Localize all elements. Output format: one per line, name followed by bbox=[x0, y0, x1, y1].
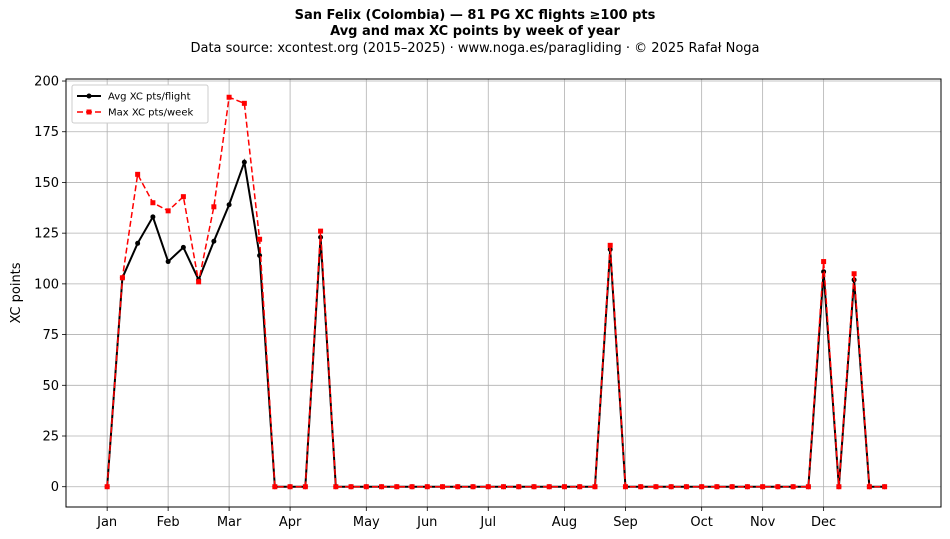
max-data-point bbox=[790, 484, 796, 490]
max-data-point bbox=[836, 484, 842, 490]
max-data-point bbox=[104, 484, 110, 490]
max-data-point bbox=[211, 204, 217, 210]
max-data-point bbox=[485, 484, 491, 490]
y-tick-label: 50 bbox=[42, 379, 59, 394]
legend-max-marker bbox=[86, 109, 92, 115]
avg-data-point bbox=[180, 244, 186, 250]
grid bbox=[66, 79, 941, 507]
max-data-point bbox=[592, 484, 598, 490]
chart-title: San Felix (Colombia) — 81 PG XC flights … bbox=[294, 8, 656, 23]
legend: Avg XC pts/flight Max XC pts/week bbox=[71, 84, 209, 124]
max-data-point bbox=[424, 484, 430, 490]
max-data-point bbox=[196, 279, 202, 285]
max-data-point bbox=[821, 259, 827, 265]
max-data-point bbox=[333, 484, 339, 490]
chart-titles: San Felix (Colombia) — 81 PG XC flights … bbox=[0, 8, 950, 57]
max-data-point bbox=[379, 484, 385, 490]
max-data-point bbox=[455, 484, 461, 490]
avg-data-point bbox=[211, 238, 217, 244]
y-tick-label: 200 bbox=[34, 75, 59, 90]
max-data-point bbox=[363, 484, 369, 490]
y-tick-label: 175 bbox=[34, 125, 59, 140]
max-data-point bbox=[226, 94, 232, 100]
avg-series-line bbox=[106, 158, 885, 488]
x-tick-label: Sep bbox=[613, 515, 638, 530]
max-data-point bbox=[851, 271, 857, 277]
max-data-point bbox=[760, 484, 766, 490]
max-data-point bbox=[440, 484, 446, 490]
max-data-point bbox=[409, 484, 415, 490]
max-data-point bbox=[257, 236, 263, 242]
y-tick-label: 75 bbox=[42, 328, 59, 343]
max-data-point bbox=[744, 484, 750, 490]
max-series-line bbox=[106, 96, 885, 488]
max-data-point bbox=[287, 484, 293, 490]
max-data-point bbox=[653, 484, 659, 490]
max-data-point bbox=[622, 484, 628, 490]
max-data-point bbox=[683, 484, 689, 490]
max-data-point bbox=[470, 484, 476, 490]
max-data-point bbox=[607, 242, 613, 248]
max-data-point bbox=[668, 484, 674, 490]
max-data-point bbox=[501, 484, 506, 490]
series-layer bbox=[104, 94, 888, 490]
plot-frame bbox=[65, 78, 942, 508]
y-tick-label: 150 bbox=[34, 176, 59, 191]
avg-data-point bbox=[226, 202, 232, 208]
max-data-point bbox=[699, 484, 705, 490]
chart-subtitle: Avg and max XC points by week of year bbox=[330, 24, 620, 39]
max-data-point bbox=[119, 275, 125, 281]
max-data-point bbox=[546, 484, 552, 490]
avg-data-point bbox=[241, 159, 247, 165]
y-tick-label: 125 bbox=[34, 227, 59, 242]
max-data-point bbox=[714, 484, 720, 490]
max-data-point bbox=[135, 171, 141, 177]
max-data-point bbox=[302, 484, 308, 490]
data-source-note: Data source: xcontest.org (2015–2025) · … bbox=[190, 41, 760, 56]
avg-data-point bbox=[135, 240, 141, 246]
y-tick-label: 0 bbox=[51, 480, 59, 495]
max-data-point bbox=[348, 484, 354, 490]
max-data-point bbox=[241, 100, 247, 106]
max-data-point bbox=[165, 208, 171, 214]
max-data-point bbox=[775, 484, 781, 490]
x-tick-label: Aug bbox=[552, 515, 577, 530]
legend-avg-marker bbox=[86, 93, 92, 99]
legend-avg-label: Avg XC pts/flight bbox=[108, 92, 191, 103]
x-tick-label: May bbox=[353, 515, 380, 530]
max-data-point bbox=[561, 484, 567, 490]
x-tick-label: Mar bbox=[217, 515, 242, 530]
avg-data-point bbox=[150, 214, 156, 220]
x-tick-label: Jun bbox=[416, 515, 437, 530]
max-data-point bbox=[882, 484, 888, 490]
axis-ticks: 0 25 50 75 100 125 150 175 200 Jan Feb Mar Apr May Jun… bbox=[34, 75, 836, 530]
max-data-point bbox=[272, 484, 278, 490]
max-data-point bbox=[394, 484, 400, 490]
x-tick-label: Jul bbox=[479, 515, 496, 530]
max-data-point bbox=[729, 484, 735, 490]
legend-max-label: Max XC pts/week bbox=[108, 108, 193, 119]
y-tick-label: 100 bbox=[34, 277, 59, 292]
max-data-point bbox=[318, 228, 324, 234]
max-data-point bbox=[866, 484, 872, 490]
x-tick-label: Feb bbox=[157, 515, 180, 530]
max-data-point bbox=[577, 484, 583, 490]
y-axis-label: XC points bbox=[9, 262, 24, 323]
max-data-point bbox=[805, 484, 811, 490]
max-data-point bbox=[180, 194, 186, 200]
x-tick-label: Apr bbox=[279, 515, 302, 530]
max-data-point bbox=[638, 484, 644, 490]
max-data-point bbox=[516, 484, 522, 490]
x-tick-label: Jan bbox=[96, 515, 117, 530]
x-tick-label: Dec bbox=[811, 515, 836, 530]
avg-data-point bbox=[165, 259, 171, 265]
x-tick-label: Oct bbox=[690, 515, 712, 530]
max-data-point bbox=[531, 484, 537, 490]
x-tick-label: Nov bbox=[750, 515, 776, 530]
max-data-point bbox=[150, 200, 156, 206]
legend-box bbox=[71, 84, 209, 124]
y-tick-label: 25 bbox=[42, 430, 59, 445]
